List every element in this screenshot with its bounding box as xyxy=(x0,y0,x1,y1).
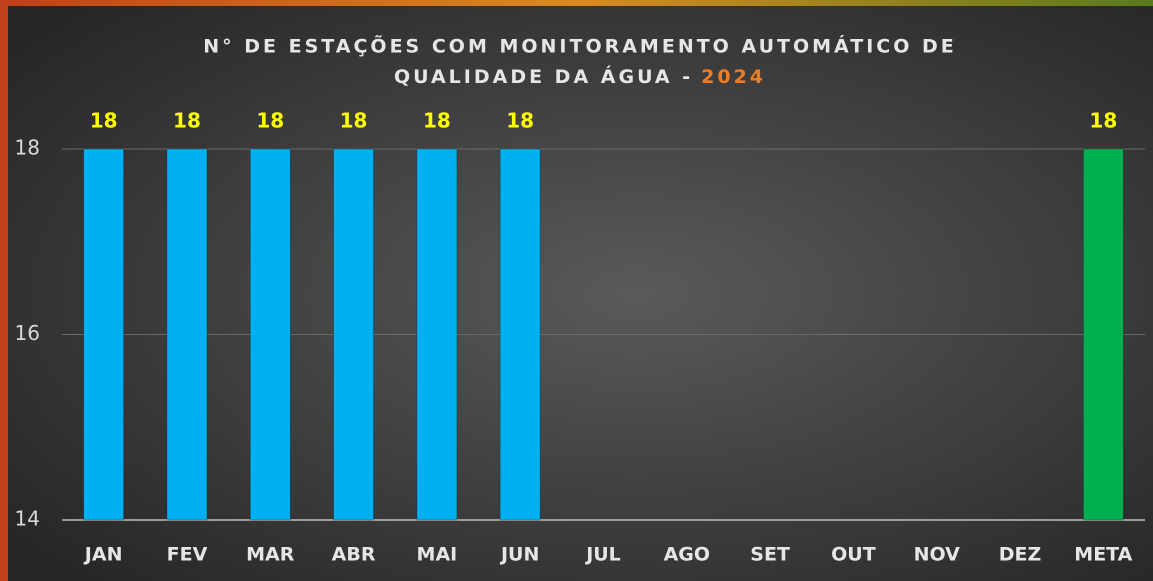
data-label: 18 xyxy=(173,109,201,133)
bar xyxy=(333,148,375,521)
x-tick-label: META xyxy=(1074,544,1132,566)
chart-title: QUALIDADE DA ÁGUA - 2024 xyxy=(394,65,766,88)
bar xyxy=(249,148,291,521)
data-label: 18 xyxy=(423,109,451,133)
data-label: 18 xyxy=(90,109,118,133)
x-tick-label: DEZ xyxy=(999,544,1042,566)
chart-title-year: 2024 xyxy=(701,66,766,88)
bar xyxy=(499,148,541,521)
x-tick-label: AGO xyxy=(664,544,710,566)
chart-title-line: QUALIDADE DA ÁGUA - xyxy=(394,65,693,88)
x-tick-label: OUT xyxy=(831,544,876,566)
x-tick-label: JUN xyxy=(499,544,539,566)
bar xyxy=(1082,148,1124,521)
chart-title: N° DE ESTAÇÕES COM MONITORAMENTO AUTOMÁT… xyxy=(203,34,957,58)
y-tick-label: 18 xyxy=(15,136,40,160)
x-tick-label: MAI xyxy=(417,544,458,566)
data-label: 18 xyxy=(340,109,368,133)
x-tick-label: JUL xyxy=(584,544,621,566)
data-label: 18 xyxy=(256,109,284,133)
x-tick-label: SET xyxy=(750,544,790,566)
x-tick-label: ABR xyxy=(332,544,376,566)
x-tick-label: FEV xyxy=(167,544,208,566)
x-tick-label: MAR xyxy=(246,544,295,566)
y-tick-label: 14 xyxy=(15,507,40,531)
data-label: 18 xyxy=(1089,109,1117,133)
x-tick-label: JAN xyxy=(83,544,123,566)
data-label: 18 xyxy=(506,109,534,133)
y-tick-label: 16 xyxy=(15,321,40,345)
bar xyxy=(166,148,208,521)
x-tick-label: NOV xyxy=(914,544,961,566)
bar xyxy=(83,148,125,521)
bar xyxy=(416,148,458,521)
